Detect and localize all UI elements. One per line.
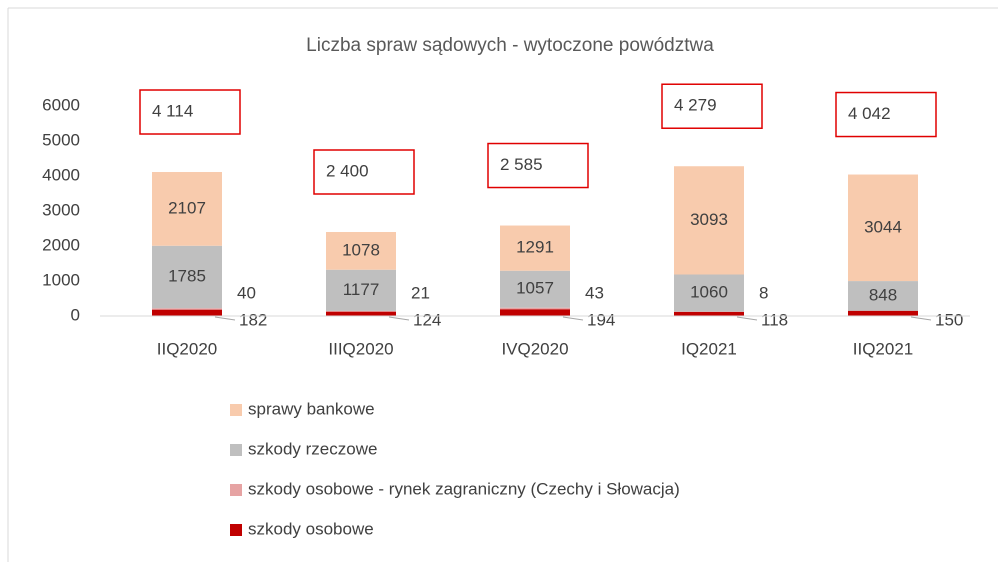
bar-segment: [152, 308, 222, 310]
leader-line: [214, 316, 236, 321]
bar-segment: [674, 274, 744, 312]
total-box: [139, 89, 241, 135]
total-label: 2 400: [326, 161, 369, 180]
bar-segment: [326, 310, 396, 312]
data-label: 1060: [690, 283, 728, 302]
bar-segment: [500, 307, 570, 310]
bar-segment: [152, 309, 222, 316]
total-label: 4 042: [848, 104, 891, 123]
y-tick-label: 4000: [42, 165, 80, 184]
legend-label: sprawy bankowe: [248, 399, 375, 418]
x-tick-label: IIIQ2020: [328, 339, 393, 358]
chart-title: Liczba spraw sądowych - wytoczone powódz…: [306, 35, 714, 56]
bar-segment: [152, 245, 222, 309]
legend-swatch: [230, 404, 242, 416]
y-tick-label: 2000: [42, 235, 80, 254]
total-label: 4 279: [674, 96, 717, 115]
y-tick-label: 0: [71, 305, 80, 324]
legend-label: szkody osobowe: [248, 519, 374, 538]
total-box: [661, 83, 763, 129]
data-label: 21: [411, 283, 430, 302]
total-box: [835, 91, 937, 138]
total-label: 4 114: [152, 101, 193, 120]
y-tick-label: 6000: [42, 95, 80, 114]
bar-segment: [326, 232, 396, 270]
y-tick-label: 1000: [42, 270, 80, 289]
bar-segment: [326, 269, 396, 311]
data-label: 3093: [690, 210, 728, 229]
data-label: 118: [761, 310, 788, 329]
data-label: 1785: [168, 266, 206, 285]
legend-swatch: [230, 444, 242, 456]
y-tick-label: 5000: [42, 130, 80, 149]
legend-label: szkody osobowe - rynek zagraniczny (Czec…: [248, 479, 680, 498]
data-label: 3044: [864, 217, 902, 236]
data-label: 182: [239, 310, 267, 329]
legend-label: szkody rzeczowe: [248, 439, 377, 458]
bar-segment: [152, 172, 222, 246]
data-label: 1291: [516, 238, 554, 257]
data-label: 2107: [168, 198, 206, 217]
legend-swatch: [230, 484, 242, 496]
leader-line: [736, 316, 758, 321]
data-label: 40: [237, 283, 256, 302]
x-tick-label: IIQ2020: [157, 339, 218, 358]
total-label: 2 585: [500, 155, 543, 174]
bar-segment: [848, 310, 918, 316]
data-label: 43: [585, 283, 604, 302]
bar-segment: [848, 281, 918, 311]
data-label: 1078: [342, 240, 380, 259]
bar-segment: [500, 270, 570, 308]
data-label: 1177: [343, 280, 380, 299]
total-box: [487, 142, 589, 189]
legend-swatch: [230, 524, 242, 536]
x-tick-label: IQ2021: [681, 339, 737, 358]
total-box: [313, 149, 415, 195]
data-label: 848: [869, 285, 897, 304]
leader-line: [562, 316, 584, 321]
bar-segment: [326, 311, 396, 316]
bar-segment: [500, 225, 570, 271]
x-tick-label: IVQ2020: [501, 339, 568, 358]
bar-segment: [674, 166, 744, 275]
bar-segment: [674, 311, 744, 316]
x-tick-label: IIQ2021: [853, 339, 914, 358]
data-label: 1057: [516, 279, 554, 298]
y-tick-label: 3000: [42, 200, 80, 219]
bar-segment: [500, 309, 570, 316]
leader-line: [388, 316, 410, 321]
data-label: 124: [413, 310, 441, 329]
data-label: 194: [587, 310, 615, 329]
data-label: 8: [759, 283, 768, 302]
bar-segment: [848, 174, 918, 282]
data-label: 150: [935, 310, 963, 329]
leader-line: [910, 316, 932, 321]
